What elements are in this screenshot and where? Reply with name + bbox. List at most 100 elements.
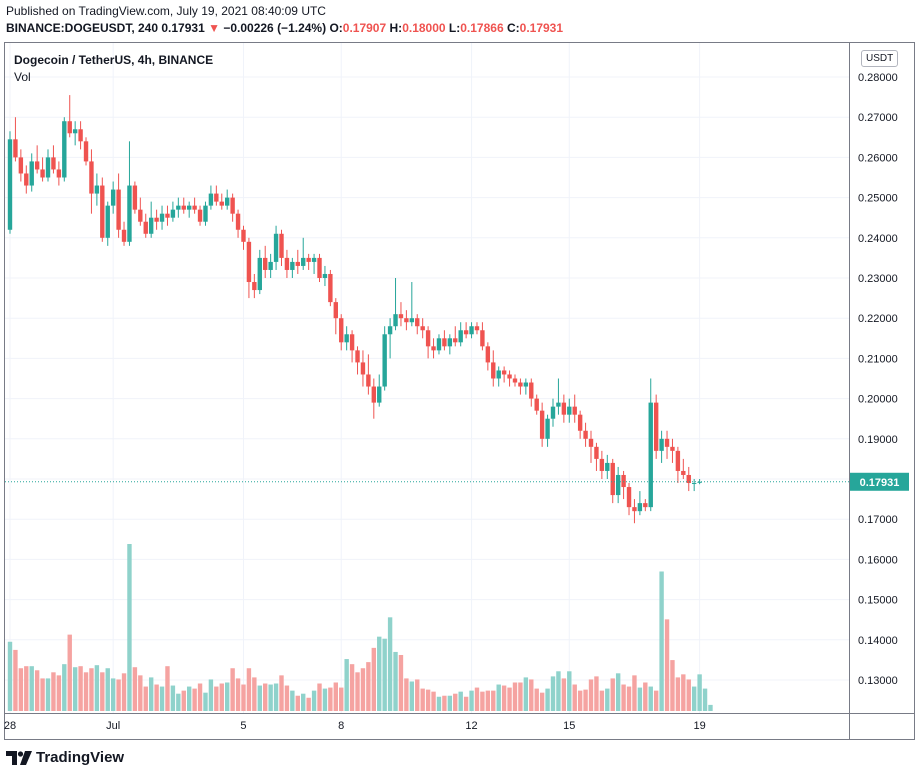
volume-bar <box>121 673 127 711</box>
volume-bar <box>659 571 664 711</box>
candle-body <box>322 273 328 278</box>
volume-bar <box>67 634 72 711</box>
x-tick-label: 19 <box>693 720 705 732</box>
y-tick-label: 0.21000 <box>858 353 898 365</box>
candle-body <box>284 257 290 270</box>
candle-body <box>225 197 230 206</box>
price-tag-box <box>850 472 909 491</box>
candle-body <box>425 330 431 347</box>
candle-body <box>561 402 567 415</box>
volume-bar <box>377 636 382 711</box>
y-tick-label: 0.28000 <box>858 72 898 84</box>
candle-body <box>431 346 436 351</box>
candle-body <box>366 374 371 387</box>
volume-bar <box>24 666 29 711</box>
volume-bar <box>425 689 431 711</box>
candle-body <box>214 193 219 202</box>
candle-body <box>62 121 67 178</box>
open-value: 0.17907 <box>342 21 387 35</box>
candle-body <box>615 474 621 496</box>
candle-body <box>67 121 72 134</box>
symbol-ohlc-line: BINANCE:DOGEUSDT, 240 0.17931 ▼ −0.00226… <box>6 21 563 35</box>
volume-bar <box>18 668 24 711</box>
candle-body <box>45 157 51 178</box>
volume-bar <box>246 668 252 711</box>
volume-bar <box>159 686 165 711</box>
candle-body <box>154 217 159 222</box>
candle-body <box>474 326 480 331</box>
candle-body <box>219 201 224 206</box>
volume-bar <box>539 692 545 711</box>
volume-bar <box>322 688 328 711</box>
volume-bar <box>197 683 203 711</box>
candle-body <box>203 205 208 222</box>
candle-body <box>235 213 241 230</box>
volume-bar <box>40 678 45 711</box>
brand-name: TradingView <box>36 749 125 766</box>
volume-bar <box>675 677 681 711</box>
footer-brand[interactable]: TradingView <box>6 749 124 766</box>
candle-body <box>463 330 469 335</box>
y-tick-label: 0.22000 <box>858 313 898 325</box>
candle-body <box>72 129 78 134</box>
volume-bar <box>653 690 659 711</box>
volume-bar <box>51 672 56 711</box>
change-arrow-icon: ▼ <box>208 21 220 35</box>
candle-body <box>447 338 453 347</box>
volume-bar <box>442 695 447 711</box>
volume-bar <box>295 695 300 711</box>
candle-body <box>56 169 62 178</box>
candle-body <box>121 229 127 242</box>
candle-body <box>512 378 518 383</box>
candle-body <box>648 402 653 508</box>
candle-body <box>697 481 702 483</box>
volume-bar <box>252 677 257 711</box>
tradingview-logo-icon <box>6 750 32 765</box>
volume-bar <box>333 682 338 711</box>
volume-bar <box>257 685 262 711</box>
volume-bar <box>105 668 110 711</box>
candle-body <box>382 334 387 387</box>
candle-body <box>273 233 279 262</box>
volume-bar <box>545 688 550 711</box>
x-tick-label: 28 <box>4 720 16 732</box>
candle-body <box>599 458 605 471</box>
volume-bar <box>453 693 458 711</box>
currency-button[interactable]: USDT <box>861 50 899 67</box>
candle-body <box>40 169 45 178</box>
volume-bar <box>214 686 219 711</box>
candle-body <box>192 205 197 210</box>
volume-bar <box>263 683 268 711</box>
x-tick-label: 8 <box>338 720 344 732</box>
candle-body <box>621 474 626 488</box>
volume-bar <box>116 679 121 711</box>
candle-body <box>355 350 360 363</box>
volume-bar <box>507 687 512 711</box>
volume-bar <box>235 678 241 711</box>
volume-bar <box>447 695 453 711</box>
published-line: Published on TradingView.com, July 19, 2… <box>6 4 326 18</box>
volume-bar <box>34 670 40 711</box>
candle-body <box>485 346 491 363</box>
volume-bar <box>284 685 290 711</box>
candle-body <box>501 370 507 375</box>
candle-body <box>317 257 322 278</box>
candle-body <box>116 189 121 230</box>
candle-body <box>148 217 154 234</box>
candle-body <box>241 229 246 242</box>
candle-body <box>295 261 300 266</box>
volume-bar <box>567 671 572 711</box>
volume-bar <box>62 664 67 711</box>
candle-body <box>588 438 594 447</box>
y-tick-label: 0.24000 <box>858 233 898 245</box>
candle-body <box>534 398 539 411</box>
candle-body <box>632 507 637 512</box>
y-tick-label: 0.16000 <box>858 554 898 566</box>
volume-bar <box>621 684 626 711</box>
volume-bar <box>664 619 670 711</box>
volume-bar <box>681 674 686 711</box>
volume-bar <box>382 638 387 711</box>
volume-bar <box>556 671 561 711</box>
volume-bar <box>485 690 491 711</box>
